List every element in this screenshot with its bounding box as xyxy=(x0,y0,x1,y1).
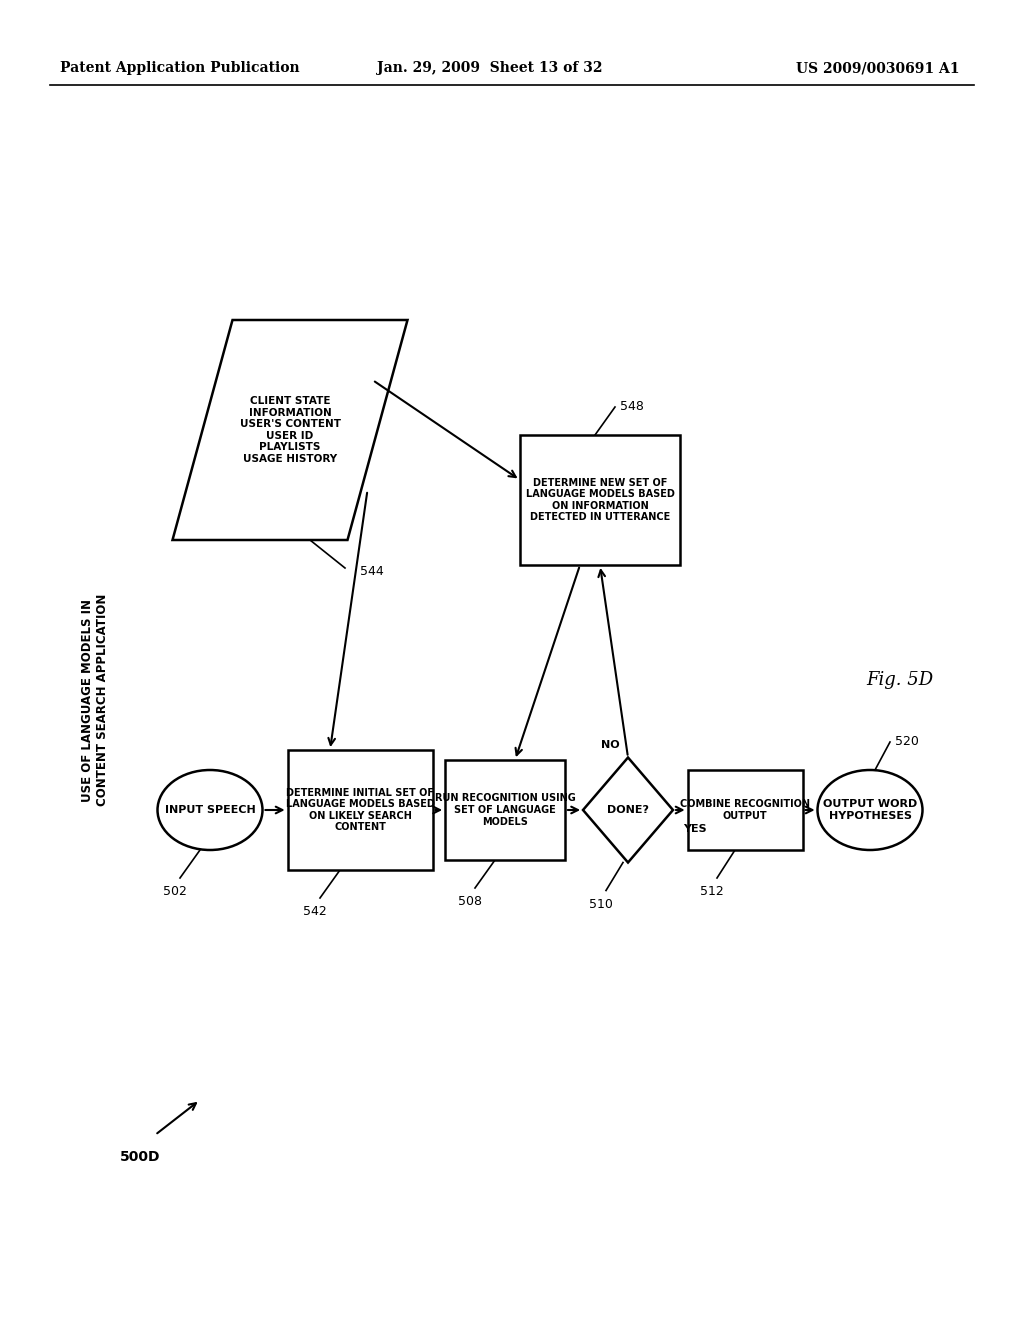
Text: CLIENT STATE
INFORMATION
USER'S CONTENT
USER ID
PLAYLISTS
USAGE HISTORY: CLIENT STATE INFORMATION USER'S CONTENT … xyxy=(240,396,341,465)
Text: DETERMINE INITIAL SET OF
LANGUAGE MODELS BASED
ON LIKELY SEARCH
CONTENT: DETERMINE INITIAL SET OF LANGUAGE MODELS… xyxy=(286,788,434,833)
Polygon shape xyxy=(172,319,408,540)
Text: COMBINE RECOGNITION
OUTPUT: COMBINE RECOGNITION OUTPUT xyxy=(680,799,810,821)
Text: Fig. 5D: Fig. 5D xyxy=(866,671,934,689)
Text: Jan. 29, 2009  Sheet 13 of 32: Jan. 29, 2009 Sheet 13 of 32 xyxy=(377,61,603,75)
Text: DONE?: DONE? xyxy=(607,805,649,814)
Text: 542: 542 xyxy=(303,906,327,917)
Text: 500D: 500D xyxy=(120,1150,160,1164)
Text: 512: 512 xyxy=(700,884,724,898)
Text: RUN RECOGNITION USING
SET OF LANGUAGE
MODELS: RUN RECOGNITION USING SET OF LANGUAGE MO… xyxy=(434,793,575,826)
Text: YES: YES xyxy=(683,824,707,834)
Bar xyxy=(520,436,680,565)
Text: USE OF LANGUAGE MODELS IN
CONTENT SEARCH APPLICATION: USE OF LANGUAGE MODELS IN CONTENT SEARCH… xyxy=(81,594,109,807)
Text: US 2009/0030691 A1: US 2009/0030691 A1 xyxy=(797,61,961,75)
Polygon shape xyxy=(583,758,673,862)
Text: DETERMINE NEW SET OF
LANGUAGE MODELS BASED
ON INFORMATION
DETECTED IN UTTERANCE: DETERMINE NEW SET OF LANGUAGE MODELS BAS… xyxy=(525,478,675,523)
Text: OUTPUT WORD
HYPOTHESES: OUTPUT WORD HYPOTHESES xyxy=(823,799,918,821)
Text: NO: NO xyxy=(601,739,620,750)
Text: 520: 520 xyxy=(895,735,919,748)
Text: 544: 544 xyxy=(360,565,384,578)
Text: INPUT SPEECH: INPUT SPEECH xyxy=(165,805,255,814)
Bar xyxy=(687,770,803,850)
Text: 508: 508 xyxy=(458,895,482,908)
Text: 502: 502 xyxy=(163,884,187,898)
Text: Patent Application Publication: Patent Application Publication xyxy=(60,61,300,75)
Text: 510: 510 xyxy=(589,898,613,911)
Bar xyxy=(288,750,432,870)
Text: 548: 548 xyxy=(620,400,644,413)
Bar xyxy=(445,760,565,861)
